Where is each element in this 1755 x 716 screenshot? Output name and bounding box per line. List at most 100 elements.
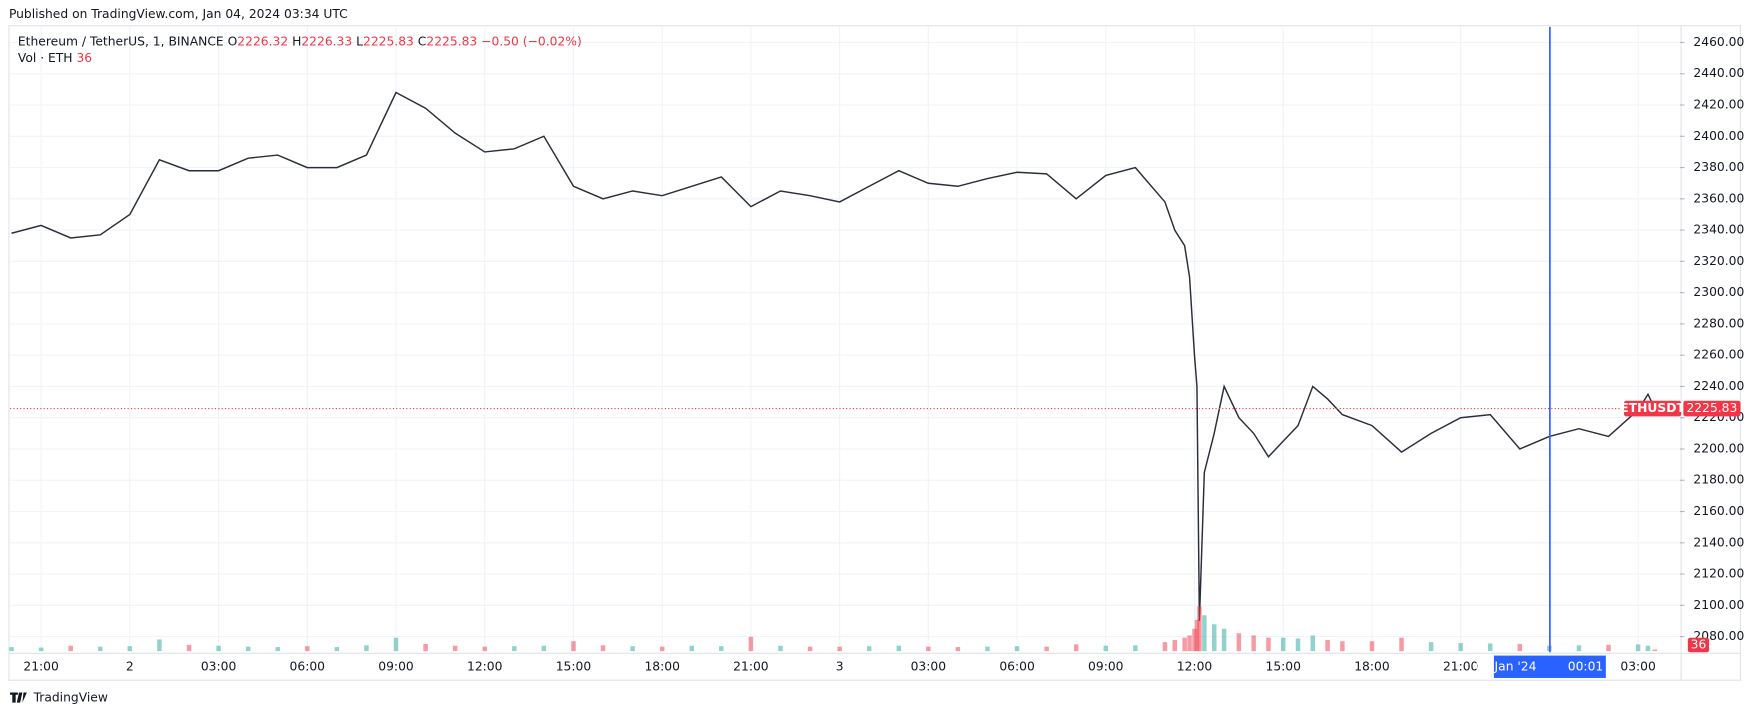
x-tick-label: 18:00 xyxy=(644,659,679,673)
y-tick-label: 2180.00 xyxy=(1693,473,1744,487)
l-value: 2225.83 xyxy=(363,34,414,48)
volume-bar xyxy=(955,647,961,652)
h-value: 2226.33 xyxy=(301,34,352,48)
y-tick-label: 2160.00 xyxy=(1693,504,1744,518)
volume-bar xyxy=(571,641,576,652)
volume-bar xyxy=(1458,643,1463,652)
volume-bar xyxy=(659,646,665,652)
volume-bar xyxy=(1652,649,1658,652)
price-badge xyxy=(1683,400,1741,417)
l-label: L xyxy=(356,34,363,48)
volume-bar xyxy=(1172,639,1178,652)
volume-bar xyxy=(512,646,517,652)
volume-bar xyxy=(748,636,754,652)
brand-name: TradingView xyxy=(33,691,108,705)
volume-badge xyxy=(1687,637,1710,653)
volume-bar xyxy=(1133,645,1138,652)
crosshair-date: 04 Jan '24 xyxy=(1475,659,1537,673)
volume-bar xyxy=(1103,645,1109,652)
volume-bar xyxy=(1182,637,1187,652)
y-tick-label: 2460.00 xyxy=(1693,35,1744,49)
x-tick-label: 15:00 xyxy=(1265,659,1300,673)
change: −0.50 (−0.02%) xyxy=(481,34,582,48)
volume-bar xyxy=(1645,645,1651,652)
volume-bar xyxy=(1280,637,1286,652)
volume-bar xyxy=(1194,619,1200,652)
volume-bar xyxy=(1211,624,1217,652)
h-label: H xyxy=(292,34,301,48)
crosshair-badge xyxy=(1493,655,1606,678)
x-tick-label: 2 xyxy=(126,659,134,673)
plot xyxy=(9,91,1681,652)
published-note: Published on TradingView.com, Jan 04, 20… xyxy=(9,7,348,21)
x-tick-label: 06:00 xyxy=(290,659,325,673)
c-value: 2225.83 xyxy=(426,34,477,48)
x-tick-label: 3 xyxy=(836,659,844,673)
y-tick-label: 2380.00 xyxy=(1693,160,1744,174)
volume-bar xyxy=(1221,628,1227,652)
volume-label: Vol · ETH xyxy=(18,51,73,65)
volume-bar xyxy=(837,646,842,652)
brand-logo xyxy=(10,692,27,703)
crosshair-time: 00:01 xyxy=(1568,659,1603,673)
y-tick-label: 2260.00 xyxy=(1693,348,1744,362)
volume-bar xyxy=(245,646,251,652)
x-tick-label: 12:00 xyxy=(467,659,502,673)
y-tick-label: 2200.00 xyxy=(1693,441,1744,455)
legend-line: Ethereum / TetherUS, 1, BINANCE O2226.32… xyxy=(18,34,582,48)
volume-bar xyxy=(1399,637,1404,652)
x-tick-label: 12:00 xyxy=(1177,659,1212,673)
volume-bar xyxy=(985,646,990,652)
volume-bar xyxy=(157,639,162,652)
x-tick-label: 09:00 xyxy=(378,659,413,673)
x-tick-label: 09:00 xyxy=(1088,659,1123,673)
volume-bar xyxy=(482,646,487,652)
o-value: 2226.32 xyxy=(237,34,288,48)
o-label: O xyxy=(228,34,238,48)
chart-frame xyxy=(8,25,1742,681)
volume-bar xyxy=(719,646,724,652)
volume-bar xyxy=(68,645,73,652)
volume-bar xyxy=(1044,646,1049,652)
volume-bar xyxy=(186,644,192,652)
volume-legend: Vol · ETH 36 xyxy=(18,51,92,65)
volume-bar xyxy=(1295,638,1301,652)
volume-bar xyxy=(689,645,694,652)
y-tick-label: 2320.00 xyxy=(1693,254,1744,268)
volume-bar xyxy=(1197,606,1202,652)
volume-bar xyxy=(1310,635,1316,652)
volume-bar xyxy=(9,647,14,652)
y-tick-label: 2300.00 xyxy=(1693,285,1744,299)
y-tick-label: 2400.00 xyxy=(1693,129,1744,143)
volume-bar xyxy=(1162,642,1168,652)
price-line xyxy=(11,91,1656,621)
volume-bar xyxy=(1073,644,1079,652)
c-label: C xyxy=(418,34,427,48)
ticker-badge xyxy=(1624,400,1682,417)
x-tick-label: 21:00 xyxy=(1443,659,1478,673)
last-price-label: 2225.83 xyxy=(1686,401,1737,415)
y-tick-label: 2420.00 xyxy=(1693,98,1744,112)
x-tick-label: 21:00 xyxy=(23,659,58,673)
volume-bar xyxy=(1202,615,1207,652)
volume-bar xyxy=(275,647,280,652)
volume-bar xyxy=(1236,633,1242,652)
volume-bar xyxy=(1014,646,1020,652)
volume-bar xyxy=(393,637,399,652)
x-tick-label: 03:00 xyxy=(201,659,236,673)
symbol: Ethereum / TetherUS, 1, BINANCE xyxy=(18,34,224,48)
x-tick-label: 03:00 xyxy=(1620,659,1655,673)
volume-bar xyxy=(1187,635,1192,652)
y-tick-label: 2140.00 xyxy=(1693,535,1744,549)
volume-bar xyxy=(127,646,133,652)
volume-bar xyxy=(1606,644,1611,652)
volume-bar xyxy=(630,646,635,652)
volume-bar xyxy=(1635,644,1641,652)
volume-bar xyxy=(926,646,931,652)
volume-bar xyxy=(38,647,44,652)
volume-bar xyxy=(600,645,606,652)
volume-bar xyxy=(807,646,813,652)
volume-badge-label: 36 xyxy=(1691,637,1707,651)
volume-bar xyxy=(1576,645,1582,652)
